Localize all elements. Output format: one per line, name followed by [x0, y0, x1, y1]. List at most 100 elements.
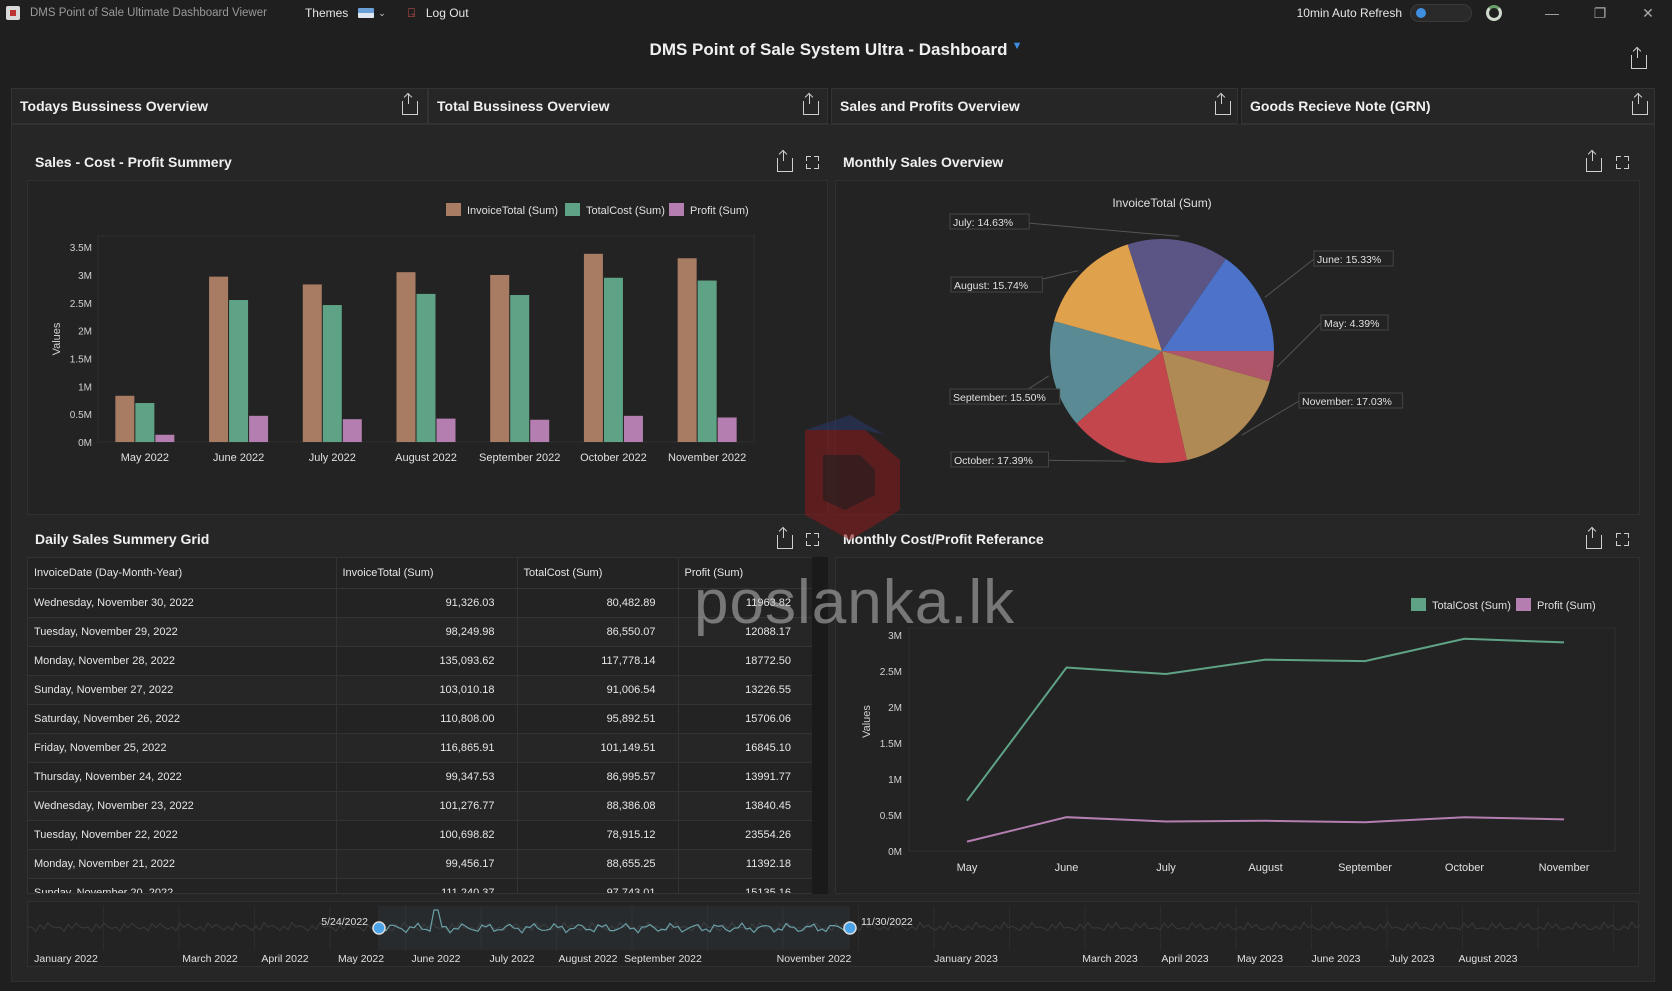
- x-tick-label: May: [957, 862, 978, 874]
- table-cell: 13991.77: [678, 762, 812, 792]
- filter-icon[interactable]: ▼: [1011, 40, 1023, 52]
- table-cell: 18772.50: [678, 646, 812, 676]
- grid-header-profit[interactable]: Profit (Sum): [678, 558, 812, 589]
- table-row[interactable]: Sunday, November 27, 2022 103,010.18 91,00…: [28, 675, 812, 705]
- table-row[interactable]: Friday, November 25, 2022 116,865.91 101,1…: [28, 733, 812, 763]
- x-tick-label: June 2022: [213, 452, 264, 464]
- watermark-text: poslanka.lk: [694, 568, 1016, 637]
- range-timeline[interactable]: January 2022 March 2022 April 2022 May 2022…: [27, 902, 1641, 968]
- table-row[interactable]: Monday, November 28, 2022 135,093.62 117,7…: [28, 646, 812, 676]
- table-cell: 117,778.14: [517, 646, 679, 676]
- bar: [209, 276, 229, 442]
- x-tick-label: August 2022: [395, 452, 457, 464]
- pie-slice: [1054, 244, 1162, 351]
- y-tick-label: 1M: [78, 382, 92, 393]
- y-tick-label: 3M: [888, 631, 902, 642]
- table-cell: Sunday, November 20, 2022: [28, 878, 337, 893]
- bar: [583, 253, 603, 442]
- export-icon[interactable]: [402, 94, 418, 115]
- timeline-label: July 2023: [1390, 953, 1435, 965]
- legend-swatch: [1516, 598, 1531, 611]
- grid-header-cost[interactable]: TotalCost (Sum): [517, 558, 679, 589]
- date-range-selector[interactable]: January 2022 March 2022 April 2022 May 2022…: [27, 901, 1641, 968]
- y-tick-label: 2M: [78, 327, 92, 338]
- table-cell: 78,915.12: [517, 820, 679, 850]
- timeline-label: May 2023: [1237, 953, 1283, 965]
- maximize-icon[interactable]: [806, 533, 819, 546]
- maximize-icon[interactable]: [1616, 533, 1629, 546]
- logout-button[interactable]: ⍈ Log Out: [408, 6, 469, 20]
- timeline-label: April 2023: [1161, 953, 1208, 965]
- y-tick-label: 3M: [78, 271, 92, 282]
- table-row[interactable]: Thursday, November 24, 2022 99,347.53 86,9…: [28, 762, 812, 792]
- timeline-label: June 2023: [1311, 953, 1360, 965]
- maximize-icon[interactable]: [806, 156, 819, 169]
- pie-slice: [1127, 239, 1226, 351]
- plot-area: [908, 627, 1616, 852]
- table-cell: 86,995.57: [517, 762, 679, 792]
- theme-flag-icon[interactable]: [358, 8, 375, 18]
- tab-sales-profits[interactable]: Sales and Profits Overview: [831, 88, 1238, 124]
- grid-header-invoice[interactable]: InvoiceTotal (Sum): [336, 558, 518, 589]
- table-row[interactable]: Tuesday, November 29, 2022 98,249.98 86,55…: [28, 617, 812, 647]
- timeline-label: May 2022: [338, 953, 384, 965]
- logout-icon: ⍈: [407, 6, 416, 20]
- table-row[interactable]: Saturday, November 26, 2022 110,808.00 95,…: [28, 704, 812, 734]
- export-icon[interactable]: [1586, 528, 1602, 549]
- grid-scrollbar[interactable]: [812, 557, 828, 894]
- export-icon[interactable]: [1215, 94, 1231, 115]
- table-row[interactable]: Wednesday, November 30, 2022 91,326.03 80,…: [28, 588, 812, 618]
- pie-slice-label: July: 14.63%: [953, 217, 1013, 229]
- close-icon[interactable]: ✕: [1642, 4, 1654, 21]
- bar: [115, 395, 135, 442]
- table-cell: 111,240.37: [336, 878, 518, 893]
- export-icon[interactable]: [803, 94, 819, 115]
- auto-refresh-label: 10min Auto Refresh: [1296, 6, 1402, 20]
- grid-header-date[interactable]: InvoiceDate (Day-Month-Year): [28, 558, 337, 589]
- export-icon[interactable]: [1631, 48, 1647, 69]
- x-tick-label: August: [1248, 862, 1282, 874]
- table-cell: Thursday, November 24, 2022: [28, 762, 337, 792]
- y-tick-label: 1.5M: [70, 354, 92, 365]
- export-icon[interactable]: [1586, 151, 1602, 172]
- export-icon[interactable]: [777, 151, 793, 172]
- refresh-icon[interactable]: [1486, 5, 1502, 21]
- table-cell: 97,743.01: [517, 878, 679, 893]
- tab-todays-business[interactable]: Todays Bussiness Overview: [11, 88, 428, 124]
- bar: [396, 272, 416, 442]
- export-icon[interactable]: [777, 528, 793, 549]
- themes-menu[interactable]: Themes: [304, 6, 349, 20]
- auto-refresh-toggle[interactable]: [1410, 4, 1472, 22]
- legend-label: Profit (Sum): [690, 205, 749, 217]
- card-title-daily-grid: Daily Sales Summery Grid: [35, 531, 210, 547]
- pie-slice: [1162, 351, 1270, 461]
- app-icon: [6, 6, 20, 20]
- bar: [530, 419, 550, 442]
- bar-chart-container: 0M 0.5M 1M 1.5M 2M 2.5M 3M 3.5M Values May 2022 Ju…: [27, 180, 828, 515]
- maximize-icon[interactable]: [1616, 156, 1629, 169]
- bar: [697, 280, 717, 442]
- table-row[interactable]: Tuesday, November 22, 2022 100,698.82 78,9…: [28, 820, 812, 850]
- y-tick-label: 0M: [78, 438, 92, 449]
- table-cell: 11392.18: [678, 849, 812, 879]
- table-cell: 15135.16: [678, 878, 812, 893]
- table-cell: Tuesday, November 29, 2022: [28, 617, 337, 647]
- tab-grn[interactable]: Goods Recieve Note (GRN): [1241, 88, 1655, 124]
- minimize-icon[interactable]: —: [1545, 5, 1559, 21]
- chevron-down-icon[interactable]: ⌄: [378, 7, 386, 18]
- table-row[interactable]: Sunday, November 20, 2022 111,240.37 97,74…: [28, 878, 812, 893]
- legend-swatch: [1411, 598, 1426, 611]
- table-row[interactable]: Wednesday, November 23, 2022 101,276.77 88…: [28, 791, 812, 821]
- table-cell: 88,386.08: [517, 791, 679, 821]
- pie-slice: [1162, 351, 1274, 382]
- pie-leader-line: [1015, 221, 1180, 237]
- timeline-label: August 2023: [1459, 953, 1518, 965]
- restore-icon[interactable]: ❐: [1593, 4, 1607, 21]
- bar-chart: 0M 0.5M 1M 1.5M 2M 2.5M 3M 3.5M Values May 2022 Ju…: [51, 203, 755, 464]
- tab-total-business[interactable]: Total Bussiness Overview: [428, 88, 828, 124]
- table-row[interactable]: Monday, November 21, 2022 99,456.17 88,655…: [28, 849, 812, 879]
- x-tick-label: July: [1156, 862, 1176, 874]
- table-cell: Saturday, November 26, 2022: [28, 704, 337, 734]
- y-axis-label: Values: [861, 705, 873, 738]
- export-icon[interactable]: [1632, 94, 1648, 115]
